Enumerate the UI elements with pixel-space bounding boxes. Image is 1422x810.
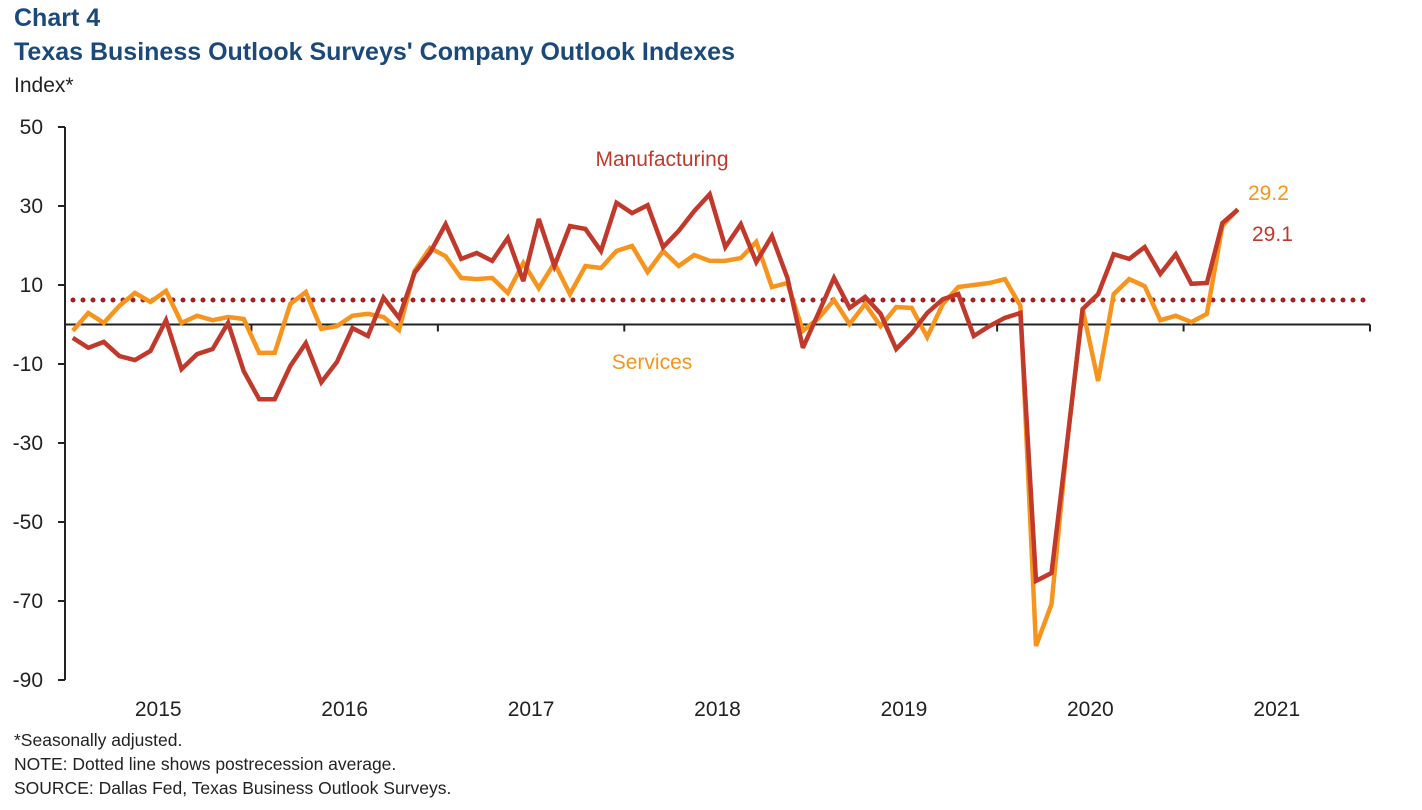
x-tick-label: 2019	[881, 698, 928, 721]
y-tick-label: 30	[20, 195, 43, 218]
x-tick-label: 2016	[321, 698, 368, 721]
y-axis: 50 30 10 -10 -30 -50 -70 -90	[13, 116, 66, 692]
series-group	[71, 189, 1240, 647]
y-tick-label: -70	[13, 590, 43, 613]
x-axis: 2015 2016 2017 2018 2019 2020 2021	[65, 323, 1371, 721]
y-tick-label: -50	[13, 511, 43, 534]
y-axis-unit-label: Index*	[14, 74, 74, 97]
series-line-manufacturing	[71, 189, 1240, 585]
chart-number: Chart 4	[14, 4, 101, 32]
y-tick-label: -90	[13, 669, 43, 692]
x-tick-label: 2018	[694, 698, 741, 721]
y-tick-label: -10	[13, 353, 43, 376]
x-tick-label: 2017	[508, 698, 555, 721]
y-tick-label: 50	[20, 116, 43, 139]
end-label-manufacturing: 29.1	[1252, 223, 1293, 246]
footnotes: *Seasonally adjusted. NOTE: Dotted line …	[14, 728, 451, 800]
series-label-services: Services	[612, 351, 693, 374]
y-tick-label: -30	[13, 432, 43, 455]
footnote-note: NOTE: Dotted line shows postrecession av…	[14, 754, 397, 774]
x-tick-label: 2021	[1253, 698, 1300, 721]
x-tick-label: 2015	[135, 698, 182, 721]
end-label-services: 29.2	[1248, 182, 1289, 205]
footnote-source: SOURCE: Dallas Fed, Texas Business Outlo…	[14, 778, 452, 798]
footnote-seasonal: *Seasonally adjusted.	[14, 730, 183, 750]
y-tick-label: 10	[20, 274, 43, 297]
series-label-manufacturing: Manufacturing	[595, 148, 728, 171]
series-line-services	[71, 207, 1240, 647]
series-labels: Manufacturing Services 29.2 29.1	[595, 148, 1292, 374]
chart-title: Texas Business Outlook Surveys' Company …	[14, 38, 735, 66]
x-tick-label: 2020	[1067, 698, 1114, 721]
